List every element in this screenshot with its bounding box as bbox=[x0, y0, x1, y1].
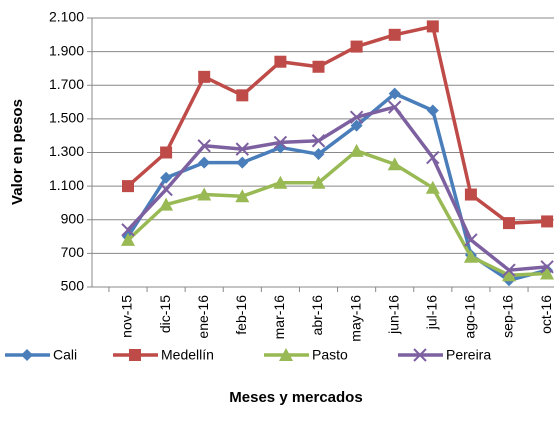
y-tick-label: 500 bbox=[61, 278, 85, 294]
point bbox=[350, 119, 363, 132]
x-tick-label: ene-16 bbox=[195, 295, 211, 339]
point bbox=[425, 180, 440, 194]
y-tick-label: 1.100 bbox=[49, 177, 84, 193]
point bbox=[198, 70, 211, 83]
legend-item: Pereira bbox=[398, 347, 491, 363]
x-tick-label: jul-16 bbox=[424, 295, 440, 330]
point bbox=[197, 139, 211, 153]
x-axis-title: Meses y mercados bbox=[229, 389, 362, 406]
point bbox=[463, 249, 478, 263]
x-tick-label: mar-16 bbox=[271, 295, 287, 340]
series-line bbox=[126, 105, 548, 272]
point bbox=[541, 215, 554, 228]
x-tick-label: ago-16 bbox=[462, 295, 478, 339]
x-tick-label: nov-15 bbox=[119, 295, 135, 338]
point bbox=[349, 110, 364, 124]
y-tick-label: 900 bbox=[61, 210, 85, 226]
point bbox=[426, 150, 440, 165]
legend-marker bbox=[413, 348, 427, 362]
point bbox=[464, 233, 478, 247]
y-tick-label: 1.700 bbox=[49, 76, 84, 92]
legend-label: Pereira bbox=[446, 347, 491, 363]
point bbox=[426, 20, 439, 33]
x-tick-label: oct-16 bbox=[538, 295, 554, 334]
point bbox=[121, 223, 135, 237]
y-tick-label: 700 bbox=[61, 244, 85, 260]
point bbox=[273, 135, 288, 150]
y-tick-label: 1.500 bbox=[49, 110, 84, 126]
point bbox=[503, 217, 515, 230]
legend-item: Pasto bbox=[264, 347, 348, 363]
point bbox=[159, 197, 174, 211]
point bbox=[312, 60, 325, 73]
point bbox=[387, 100, 402, 114]
point bbox=[350, 40, 363, 53]
point bbox=[121, 232, 135, 246]
point bbox=[349, 143, 364, 157]
point bbox=[311, 134, 326, 148]
legend-marker bbox=[129, 349, 141, 361]
point bbox=[502, 268, 516, 282]
legend-label: Pasto bbox=[312, 347, 348, 363]
series-line bbox=[126, 149, 548, 277]
x-tick-label: jun-16 bbox=[385, 295, 401, 335]
point bbox=[311, 175, 326, 189]
point bbox=[236, 89, 249, 102]
point bbox=[387, 157, 402, 171]
point bbox=[388, 87, 401, 100]
point bbox=[160, 171, 173, 184]
point bbox=[198, 156, 211, 169]
point bbox=[388, 28, 401, 41]
point bbox=[540, 266, 554, 280]
legend-marker bbox=[279, 348, 293, 361]
point bbox=[235, 189, 250, 203]
point bbox=[312, 148, 325, 161]
series-line bbox=[126, 24, 548, 225]
legend-label: Medellín bbox=[161, 347, 214, 363]
legend-marker bbox=[21, 349, 33, 361]
point bbox=[502, 263, 516, 277]
x-tick-label: abr-16 bbox=[309, 295, 325, 336]
point bbox=[426, 104, 439, 117]
point bbox=[122, 180, 134, 193]
y-axis-title: Valor en pesos bbox=[9, 99, 26, 205]
point bbox=[274, 55, 287, 68]
y-tick-label: 1.900 bbox=[49, 42, 84, 58]
point bbox=[160, 146, 173, 159]
point bbox=[236, 156, 249, 169]
point bbox=[464, 188, 477, 201]
legend-item: Cali bbox=[5, 347, 77, 363]
y-tick-label: 2.100 bbox=[49, 9, 84, 25]
x-tick-label: dic-15 bbox=[157, 295, 173, 333]
point bbox=[235, 142, 250, 156]
y-tick-label: 1.300 bbox=[49, 143, 84, 159]
point bbox=[540, 260, 554, 274]
x-tick-label: sep-16 bbox=[500, 295, 516, 338]
x-tick-label: may-16 bbox=[347, 295, 363, 342]
x-tick-label: feb-16 bbox=[233, 295, 249, 335]
point bbox=[197, 187, 212, 201]
legend-label: Cali bbox=[53, 347, 77, 363]
legend-item: Medellín bbox=[113, 347, 214, 363]
point bbox=[273, 175, 288, 189]
point bbox=[159, 182, 173, 197]
